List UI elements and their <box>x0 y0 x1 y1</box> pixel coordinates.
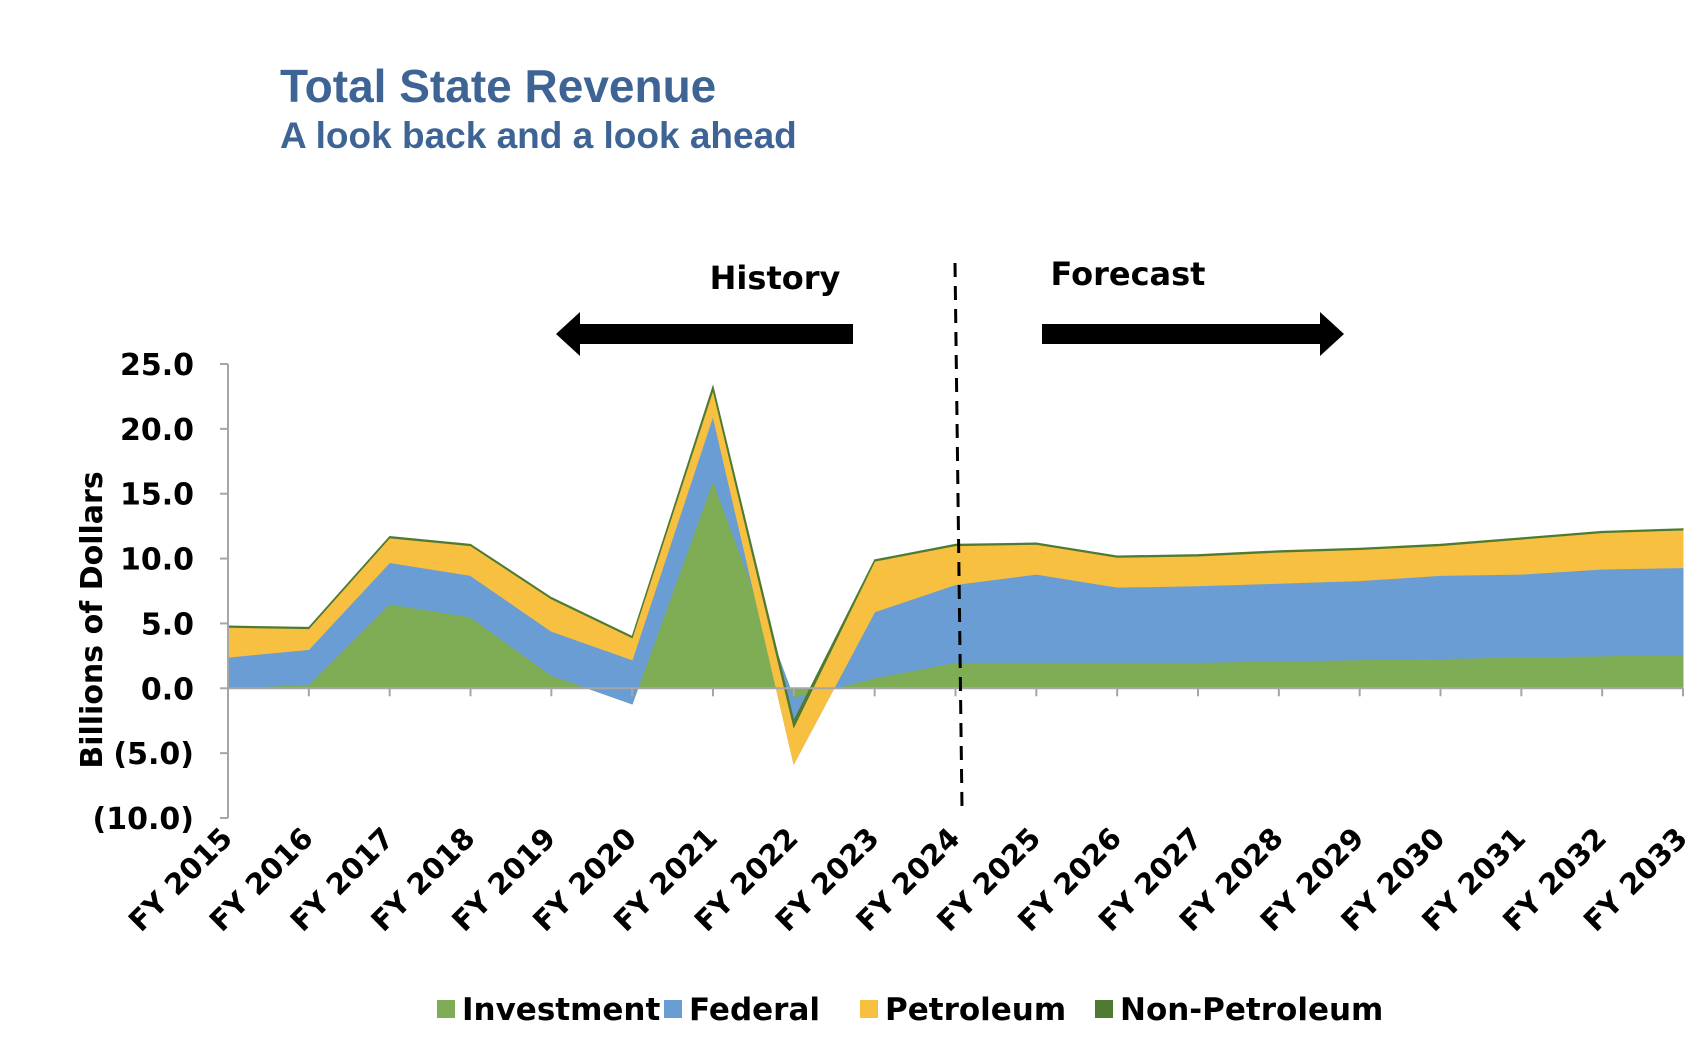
legend-label-non-petroleum: Non-Petroleum <box>1120 992 1383 1028</box>
y-axis-label: Billions of Dollars <box>75 471 110 768</box>
y-tick-label: 10.0 <box>120 543 194 578</box>
page-subtitle: A look back and a look ahead <box>280 115 797 156</box>
legend-swatch-non-petroleum <box>1095 1000 1113 1018</box>
legend-label-petroleum: Petroleum <box>885 992 1066 1028</box>
area-series-federal <box>227 414 1684 765</box>
history-arrow-icon <box>556 312 853 356</box>
y-tick-label: (10.0) <box>93 802 194 837</box>
y-tick-labels: 25.0 20.0 15.0 10.0 5.0 0.0 (5.0) (10.0) <box>93 348 194 837</box>
y-tick-label: 15.0 <box>120 478 194 513</box>
legend-label-investment: Investment <box>462 992 661 1028</box>
forecast-divider <box>953 262 964 809</box>
legend-label-federal: Federal <box>689 992 820 1028</box>
forecast-label: Forecast <box>1051 255 1206 293</box>
chart-legend: Investment Federal Petroleum Non-Petroleum <box>437 992 1383 1028</box>
y-tick-label: (5.0) <box>113 737 194 772</box>
chart-areas <box>227 384 1684 765</box>
legend-swatch-investment <box>437 1000 455 1018</box>
forecast-arrow-icon <box>1042 312 1344 356</box>
area-series-non-petroleum <box>227 384 1684 729</box>
history-label: History <box>710 259 841 297</box>
y-tick-label: 5.0 <box>141 607 194 642</box>
chart-axes <box>220 363 1684 819</box>
y-tick-label: 25.0 <box>120 348 194 383</box>
y-tick-label: 20.0 <box>120 413 194 448</box>
page-title: Total State Revenue <box>280 60 717 112</box>
legend-swatch-federal <box>664 1000 682 1018</box>
legend-swatch-petroleum <box>860 1000 878 1018</box>
y-tick-label: 0.0 <box>141 672 194 707</box>
